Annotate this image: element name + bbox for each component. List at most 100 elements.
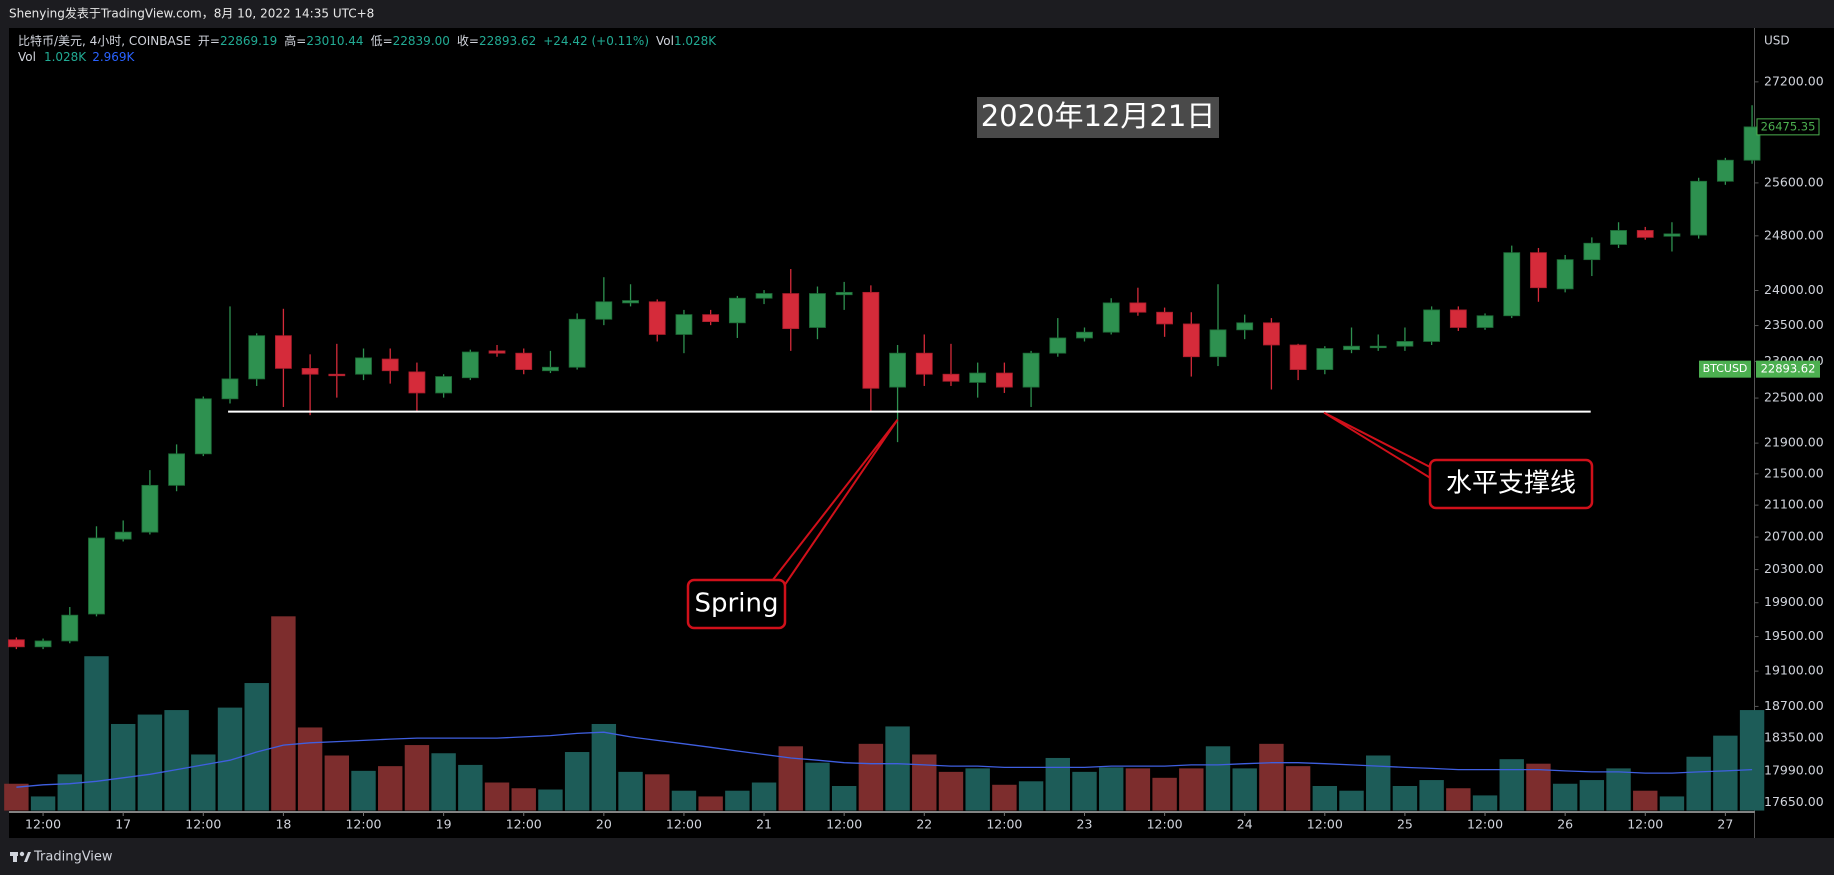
legend-field-value: 22869.19 — [220, 34, 277, 48]
y-tick-label: 19900.00 — [1764, 594, 1824, 609]
volume-bar — [564, 752, 590, 811]
candle-body — [969, 372, 987, 383]
volume-bar — [1606, 768, 1631, 811]
candle-body — [408, 371, 426, 394]
x-tick-label: 12:00 — [185, 817, 221, 832]
x-tick-label: 12:00 — [666, 817, 702, 832]
volume-bar — [30, 796, 56, 811]
candle-body — [1476, 315, 1494, 328]
candle-body — [595, 301, 613, 320]
candle-body — [381, 358, 399, 372]
footer: TradingView — [33, 850, 113, 865]
support-box — [1428, 458, 1594, 510]
legend-symbol: 比特币/美元, 4小时, COINBASE — [18, 33, 191, 48]
volume-bar — [1552, 783, 1578, 811]
candle-body — [728, 297, 746, 324]
x-tick-label: 12:00 — [986, 817, 1022, 832]
volume-bar — [137, 714, 163, 811]
candle-body — [542, 366, 559, 372]
spring-label: Spring — [695, 589, 779, 619]
candle-body — [1289, 344, 1307, 370]
candle-body — [1076, 331, 1093, 339]
volume-bar — [1072, 771, 1097, 811]
candle-body — [1129, 302, 1147, 313]
volume-bar — [1633, 790, 1658, 811]
volume-legend-ma: 2.969K — [92, 50, 135, 64]
candle-body — [648, 301, 666, 335]
volume-bar — [698, 796, 723, 811]
legend-readout: 比特币/美元, 4小时, COINBASE 开=22869.19 高=23010.4… — [18, 33, 717, 48]
legend-field-label: 收= — [457, 34, 479, 48]
volume-bar — [57, 774, 82, 811]
volume-legend-value: 1.028K — [44, 50, 87, 64]
candle-body — [1423, 309, 1441, 342]
volume-bar — [751, 782, 777, 811]
y-tick-label: 20700.00 — [1764, 529, 1824, 544]
candle-body — [1716, 159, 1734, 182]
candle-body — [1182, 323, 1200, 358]
volume-bar — [538, 789, 563, 811]
candle-body — [1049, 337, 1067, 354]
volume-bar — [511, 788, 536, 811]
x-tick-label: 27 — [1717, 817, 1733, 832]
y-tick-label: 22500.00 — [1764, 390, 1824, 405]
volume-bar — [1152, 777, 1177, 811]
candle-body — [1209, 329, 1227, 358]
volume-bar — [404, 745, 430, 811]
volume-bar — [645, 774, 670, 811]
candle-body — [995, 372, 1013, 388]
volume-bar — [4, 783, 29, 811]
x-tick-label: 18 — [275, 817, 291, 832]
candle-body — [355, 357, 372, 375]
volume-bar — [1419, 780, 1444, 811]
volume-bar — [164, 710, 189, 811]
volume-bar — [1392, 786, 1418, 811]
y-axis-label: USD — [1764, 34, 1790, 48]
candle-body — [675, 314, 693, 335]
volume-bar — [992, 784, 1017, 811]
volume-bar — [1472, 795, 1498, 811]
candle-body — [1343, 345, 1360, 351]
y-tick-label: 24800.00 — [1764, 227, 1824, 242]
volume-bar — [725, 790, 750, 811]
candle-body — [702, 314, 720, 323]
volume-bar — [1285, 766, 1311, 811]
candle-body — [889, 352, 906, 388]
y-tick-label: 17650.00 — [1764, 794, 1824, 809]
candle-body — [488, 350, 506, 354]
marker-value: 22893.62 — [1761, 362, 1816, 376]
legend-field-label: 高= — [284, 33, 306, 48]
candle-body — [141, 484, 159, 533]
volume-bar — [1312, 786, 1338, 811]
candle-body — [248, 335, 266, 380]
x-tick-label: 19 — [436, 817, 452, 832]
candle-body — [782, 293, 800, 330]
volume-bar — [885, 726, 910, 811]
volume-bar — [1045, 757, 1070, 811]
spring-pointer — [771, 419, 899, 587]
candle-body — [114, 531, 132, 540]
candle-body — [1449, 309, 1467, 328]
volume-bar — [110, 723, 136, 811]
candle-body — [275, 335, 292, 369]
candle-body — [88, 537, 105, 615]
candle-body — [1610, 230, 1627, 245]
y-tick-label: 24000.00 — [1764, 282, 1824, 297]
y-tick-label: 17990.00 — [1764, 762, 1824, 777]
volume-bar — [1179, 768, 1204, 811]
volume-bar — [378, 766, 403, 811]
support-label: 水平支撑线 — [1446, 469, 1576, 499]
x-tick-label: 12:00 — [826, 817, 862, 832]
legend-field-label: 开= — [198, 34, 220, 48]
candle-body — [168, 453, 185, 486]
volume-bar — [1205, 746, 1231, 811]
y-tick-label: 20300.00 — [1764, 561, 1824, 576]
candle-body — [194, 398, 212, 455]
legend-field-label: 低= — [371, 34, 393, 48]
volume-bar — [1713, 735, 1738, 811]
volume-bar — [484, 782, 510, 811]
volume-legend-label: Vol — [18, 50, 36, 64]
plot-background — [9, 28, 1834, 838]
y-tick-label: 21500.00 — [1764, 465, 1824, 480]
